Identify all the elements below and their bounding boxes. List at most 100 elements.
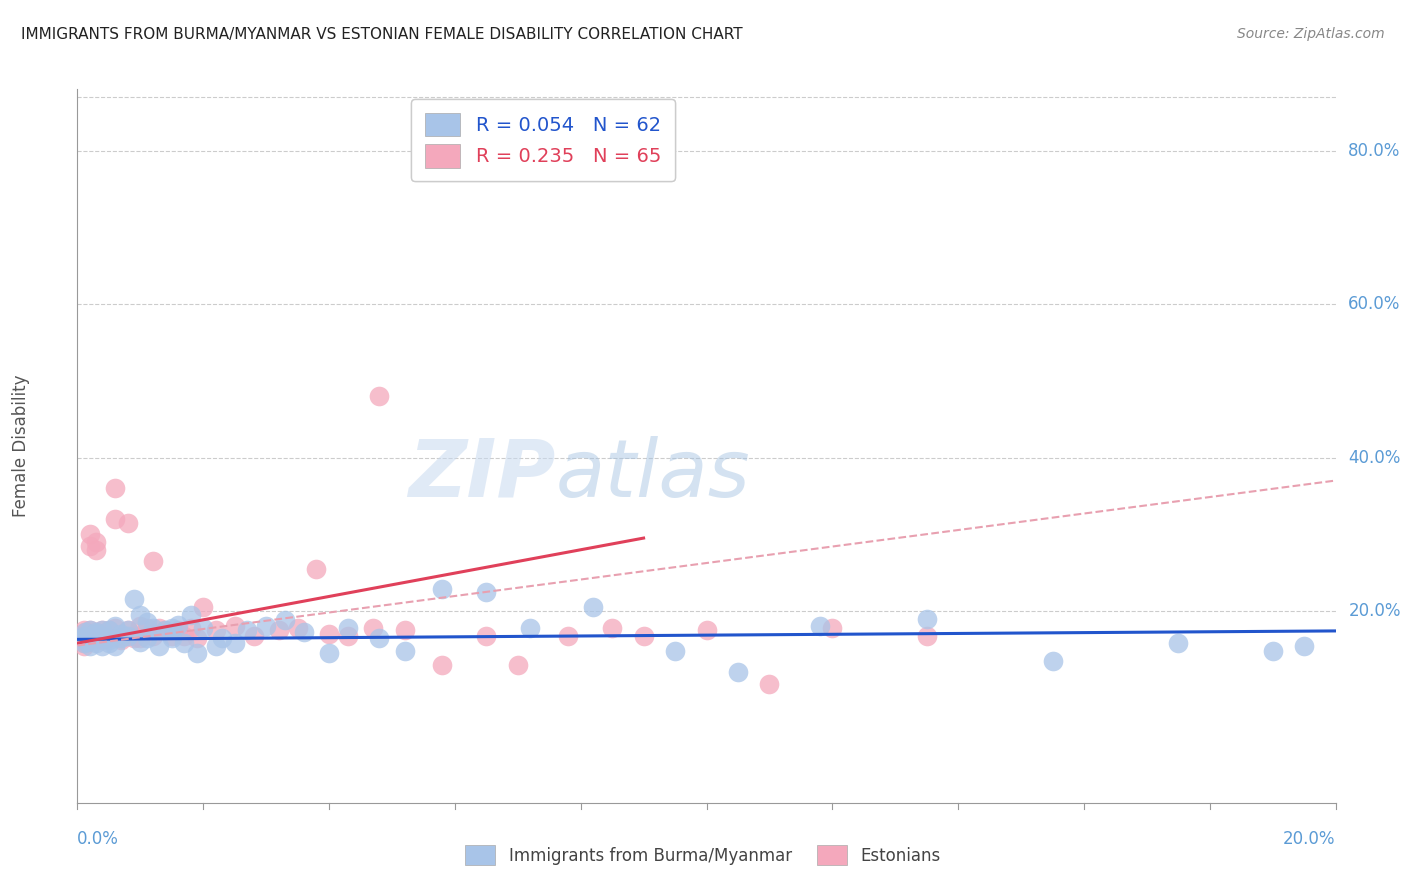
Point: [274, 613, 297, 627]
Point: [155, 623, 177, 637]
Point: [394, 644, 416, 658]
Point: [84, 625, 107, 640]
Point: [104, 619, 127, 633]
Point: [915, 612, 938, 626]
Point: [191, 600, 215, 615]
Point: [84, 535, 107, 549]
Point: [191, 621, 215, 635]
Text: 20.0%: 20.0%: [1348, 602, 1400, 620]
Text: 0.0%: 0.0%: [77, 830, 120, 847]
Point: [72, 636, 94, 650]
Point: [91, 628, 114, 642]
Point: [97, 628, 120, 642]
Point: [135, 615, 157, 630]
Point: [368, 631, 391, 645]
Point: [104, 639, 127, 653]
Point: [727, 665, 749, 680]
Text: Female Disability: Female Disability: [11, 375, 30, 517]
Point: [267, 623, 290, 637]
Point: [432, 582, 454, 597]
Point: [104, 481, 127, 495]
Point: [79, 623, 101, 637]
Point: [368, 389, 391, 403]
Point: [129, 634, 152, 648]
Point: [394, 623, 416, 637]
Point: [211, 631, 233, 645]
Point: [142, 554, 165, 568]
Point: [236, 623, 259, 637]
Text: 40.0%: 40.0%: [1348, 449, 1400, 467]
Point: [91, 631, 114, 645]
Point: [117, 516, 139, 530]
Point: [76, 634, 98, 648]
Point: [79, 628, 101, 642]
Point: [117, 628, 139, 642]
Point: [305, 562, 328, 576]
Point: [186, 631, 208, 645]
Text: 20.0%: 20.0%: [1284, 830, 1336, 847]
Point: [84, 631, 107, 645]
Point: [97, 623, 120, 637]
Legend: Immigrants from Burma/Myanmar, Estonians: Immigrants from Burma/Myanmar, Estonians: [456, 836, 950, 875]
Point: [110, 633, 132, 648]
Point: [97, 623, 120, 637]
Point: [148, 621, 170, 635]
Point: [129, 619, 152, 633]
Point: [84, 631, 107, 645]
Point: [361, 621, 384, 635]
Point: [73, 625, 96, 640]
Point: [204, 639, 226, 653]
Point: [117, 623, 139, 637]
Point: [129, 631, 152, 645]
Point: [122, 631, 145, 645]
Text: ZIP: ZIP: [408, 435, 555, 514]
Point: [1167, 636, 1189, 650]
Point: [173, 628, 195, 642]
Point: [664, 644, 686, 658]
Text: IMMIGRANTS FROM BURMA/MYANMAR VS ESTONIAN FEMALE DISABILITY CORRELATION CHART: IMMIGRANTS FROM BURMA/MYANMAR VS ESTONIA…: [21, 27, 742, 42]
Point: [242, 628, 264, 642]
Point: [135, 631, 157, 645]
Point: [254, 619, 277, 633]
Point: [180, 621, 202, 635]
Point: [821, 621, 844, 635]
Point: [318, 627, 340, 641]
Text: 60.0%: 60.0%: [1348, 295, 1400, 313]
Point: [84, 542, 107, 557]
Point: [69, 633, 91, 648]
Point: [110, 627, 132, 641]
Point: [173, 636, 195, 650]
Point: [72, 631, 94, 645]
Text: atlas: atlas: [555, 435, 751, 514]
Point: [72, 636, 94, 650]
Point: [142, 621, 165, 635]
Point: [432, 657, 454, 672]
Point: [475, 628, 498, 642]
Point: [336, 628, 359, 642]
Point: [110, 628, 132, 642]
Point: [110, 631, 132, 645]
Point: [84, 627, 107, 641]
Point: [79, 623, 101, 637]
Point: [758, 677, 780, 691]
Point: [104, 621, 127, 635]
Point: [122, 628, 145, 642]
Point: [97, 631, 120, 645]
Point: [97, 633, 120, 648]
Point: [180, 607, 202, 622]
Text: Source: ZipAtlas.com: Source: ZipAtlas.com: [1237, 27, 1385, 41]
Point: [167, 617, 190, 632]
Point: [72, 628, 94, 642]
Point: [104, 512, 127, 526]
Point: [1294, 639, 1316, 653]
Point: [1042, 654, 1064, 668]
Point: [557, 628, 579, 642]
Point: [160, 621, 183, 635]
Point: [204, 623, 226, 637]
Point: [336, 621, 359, 635]
Point: [135, 621, 157, 635]
Point: [73, 625, 96, 640]
Point: [582, 600, 605, 615]
Point: [72, 631, 94, 645]
Point: [148, 639, 170, 653]
